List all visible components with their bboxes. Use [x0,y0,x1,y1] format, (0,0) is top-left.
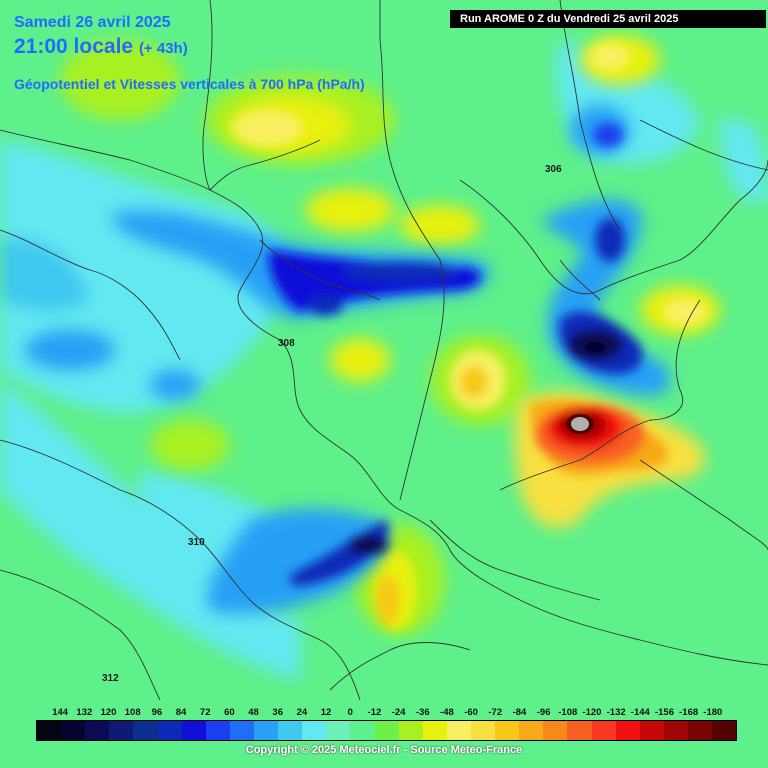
scale-label: -72 [488,707,503,718]
scale-swatch [446,721,471,740]
scale-swatch [591,721,616,740]
scale-label: 144 [52,707,69,718]
run-info-box: Run AROME 0 Z du Vendredi 25 avril 2025 [450,10,766,28]
scale-label: 72 [199,707,211,718]
scale-swatch [712,721,737,740]
scale-label: -132 [606,707,626,718]
scale-label: 36 [272,707,284,718]
scale-swatch [37,721,62,740]
contour-label-306: 306 [545,164,562,175]
scale-swatch [133,721,158,740]
scale-swatch [85,721,110,740]
scale-swatch [567,721,592,740]
scale-label: 120 [100,707,117,718]
scale-swatch [398,721,423,740]
scale-swatch [374,721,399,740]
scale-label: 24 [296,707,308,718]
scale-label: 108 [124,707,141,718]
scale-label: -48 [440,707,454,718]
field-red-core [514,391,706,529]
scale-label: 12 [320,707,332,718]
scale-label: 48 [248,707,259,718]
scale-swatch [543,721,568,740]
scale-label: -24 [391,707,406,718]
scale-swatch [278,721,303,740]
scale-label: -168 [679,707,699,718]
scale-label: 84 [175,707,187,718]
scale-label: -180 [703,707,723,718]
scale-swatch [350,721,375,740]
scale-swatch [663,721,688,740]
contour-label-310: 310 [188,537,205,548]
scale-label: -156 [654,707,674,718]
scale-label: -120 [582,707,602,718]
forecast-time: 21:00 locale (+ 43h) [14,35,188,59]
scale-label: -84 [512,707,527,718]
forecast-date: Samedi 26 avril 2025 [14,14,171,31]
scale-swatch [470,721,496,740]
scale-swatch [229,721,254,740]
scale-label: -60 [464,707,478,718]
scale-swatch [157,721,182,740]
contour-label-312: 312 [102,673,119,684]
scale-swatch [61,721,86,740]
scale-swatch [615,721,640,740]
scale-label: 96 [151,707,163,718]
scale-label: 60 [224,707,235,718]
scale-swatch [495,721,520,740]
scale-swatch [639,721,664,740]
scale-label: -108 [558,707,578,718]
scale-label: 132 [76,707,93,718]
field-yellow-cores [233,43,707,630]
scale-swatch [687,721,713,740]
scale-labels: 144 132 120 108 96 84 72 60 48 36 24 12 0 -12 -24 -36 -4… [20,707,756,719]
parameter-title: Géopotentiel et Vitesses verticales à 70… [14,76,365,92]
borders [0,0,768,701]
field-blue-cores [269,123,643,586]
color-scale [36,720,737,741]
copyright-text: Copyright © 2025 Meteociel.fr - Source M… [245,744,523,756]
scale-swatch [205,721,230,740]
scale-label: -96 [536,707,551,718]
scale-label: -12 [367,707,382,718]
scale-swatch [519,721,544,740]
scale-swatch [302,721,327,740]
forecast-offset: (+ 43h) [138,40,188,57]
scale-swatch [422,721,447,740]
scale-label: 0 [347,707,353,718]
scale-swatch [109,721,134,740]
scale-swatch [326,721,351,740]
scale-swatch [253,721,279,740]
contour-label-308: 308 [278,338,295,349]
forecast-time-value: 21:00 locale [14,35,134,58]
scale-swatch [181,721,206,740]
scale-label: -144 [630,707,650,718]
scale-label: -36 [415,707,430,718]
